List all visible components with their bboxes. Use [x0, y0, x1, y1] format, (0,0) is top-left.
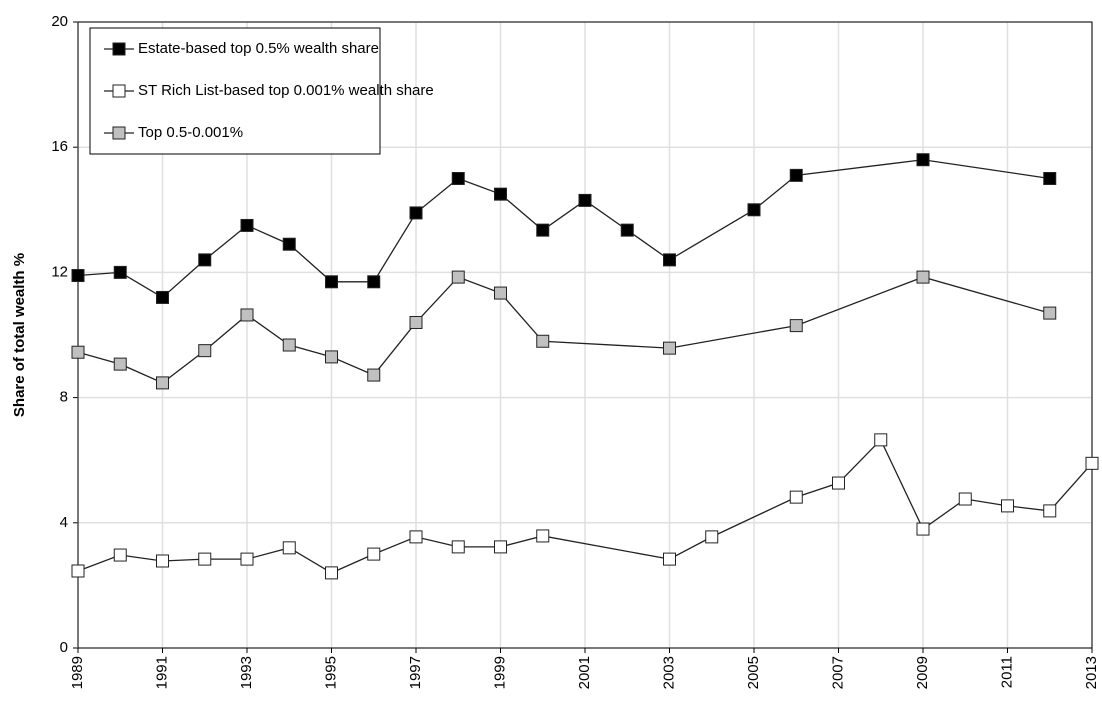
marker	[578, 193, 592, 207]
y-tick-label: 8	[60, 389, 68, 406]
marker	[536, 529, 550, 543]
marker	[789, 490, 803, 504]
marker	[409, 315, 423, 329]
marker	[282, 541, 296, 555]
marker	[1043, 172, 1057, 185]
marker	[958, 492, 972, 506]
legend-marker	[112, 84, 126, 98]
plot-frame	[77, 21, 1093, 649]
x-tick-label: 2003	[660, 656, 677, 689]
legend-label: Top 0.5-0.001%	[138, 124, 243, 141]
marker	[409, 206, 423, 220]
marker	[71, 345, 85, 359]
marker	[494, 187, 507, 201]
series-line	[77, 276, 1050, 384]
marker	[1085, 456, 1099, 470]
y-tick-label: 16	[51, 138, 68, 155]
y-tick-label: 20	[51, 13, 68, 30]
x-tick-label: 1999	[491, 656, 508, 689]
x-tick-label: 1989	[69, 656, 86, 689]
marker	[156, 554, 169, 568]
x-tick-label: 2001	[576, 656, 593, 689]
marker	[325, 566, 338, 580]
marker	[789, 319, 803, 333]
legend-marker	[112, 42, 126, 56]
marker	[451, 270, 465, 284]
marker	[663, 341, 676, 355]
marker	[198, 552, 212, 566]
x-tick-label: 2007	[829, 656, 846, 689]
series-line	[77, 159, 1050, 299]
marker	[113, 357, 127, 371]
marker	[282, 237, 296, 251]
marker	[156, 376, 169, 390]
marker	[1043, 306, 1057, 320]
marker	[620, 223, 634, 237]
marker	[71, 269, 85, 283]
x-tick-label: 2013	[1083, 656, 1100, 689]
marker	[874, 433, 888, 447]
marker	[325, 275, 338, 289]
marker	[451, 172, 465, 185]
x-tick-label: 2011	[998, 656, 1015, 688]
x-tick-label: 1991	[153, 656, 170, 689]
series-line	[77, 438, 1093, 574]
marker	[451, 540, 465, 554]
x-tick-label: 1997	[407, 656, 424, 689]
y-tick-label: 0	[60, 639, 68, 656]
marker	[789, 168, 803, 182]
legend: Estate-based top 0.5% wealth share ST Ric…	[89, 27, 434, 155]
marker	[240, 552, 254, 566]
marker	[916, 522, 930, 536]
marker	[494, 286, 507, 300]
marker	[747, 203, 761, 217]
marker	[156, 290, 169, 304]
marker	[325, 350, 338, 364]
y-tick-label: 4	[60, 514, 68, 531]
x-tick-label: 2009	[914, 656, 931, 689]
marker	[282, 338, 296, 352]
x-tick-label: 1995	[322, 656, 339, 689]
marker	[409, 530, 423, 544]
marker	[663, 253, 676, 267]
marker	[113, 548, 127, 562]
marker	[240, 308, 254, 322]
marker	[113, 265, 127, 279]
marker	[494, 540, 507, 554]
marker	[663, 552, 676, 566]
legend-marker	[112, 126, 126, 140]
marker	[705, 530, 719, 544]
marker	[367, 547, 381, 561]
marker	[367, 275, 381, 289]
marker	[916, 270, 930, 284]
marker	[832, 476, 845, 490]
legend-label: ST Rich List-based top 0.001% wealth sha…	[138, 82, 434, 99]
marker	[198, 253, 212, 267]
marker	[1043, 504, 1057, 518]
marker	[71, 564, 85, 578]
y-tick-label: 12	[51, 263, 68, 280]
x-tick-label: 2005	[745, 656, 762, 689]
marker	[198, 344, 212, 358]
marker	[1001, 499, 1014, 513]
marker	[240, 218, 254, 232]
legend-box	[89, 27, 381, 155]
marker	[916, 153, 930, 167]
y-axis-label: Share of total wealth %	[11, 253, 28, 417]
marker	[367, 368, 381, 382]
marker	[536, 334, 550, 348]
marker	[536, 223, 550, 237]
legend-label: Estate-based top 0.5% wealth share	[138, 40, 379, 57]
x-tick-label: 1993	[238, 656, 255, 689]
